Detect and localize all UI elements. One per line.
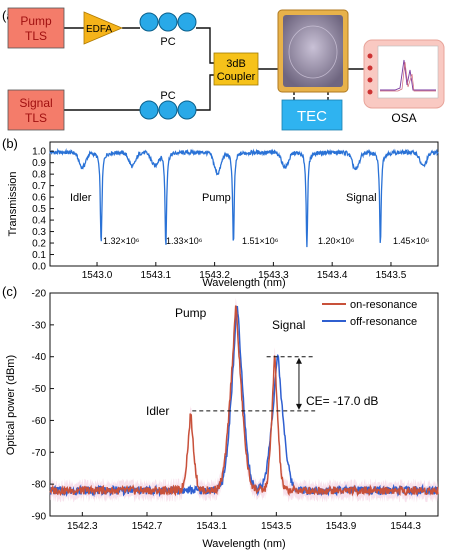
- c-xtick-label: 1542.7: [132, 521, 163, 532]
- tec-label: TEC: [297, 108, 327, 125]
- legend-on-resonance: on-resonance: [350, 299, 417, 311]
- polarization-controller-top: PC: [139, 12, 197, 48]
- b-ytick-label: 0.7: [32, 181, 46, 192]
- signal-tls-line2: TLS: [25, 111, 47, 125]
- signal-annotation-b: Signal: [346, 192, 377, 204]
- b-xtick-label: 1543.1: [141, 270, 172, 281]
- b-ytick-label: 0.3: [32, 227, 46, 238]
- b-ytick-label: 0.6: [32, 193, 46, 204]
- panel-c-frame: [49, 292, 439, 517]
- b-xtick-label: 1543.5: [376, 270, 407, 281]
- c-ytick-label: -60: [32, 416, 47, 427]
- panel-b-ylabel: Transmission: [7, 172, 19, 237]
- signal-annotation-c: Signal: [272, 318, 305, 332]
- c-ytick-label: -90: [32, 512, 47, 523]
- c-ytick-label: -40: [32, 352, 47, 363]
- coupler-box: 3dB Coupler: [213, 52, 259, 86]
- panel-c-y-axis: -90 -80 -70 -60 -50 -40 -30 -20: [32, 289, 54, 523]
- b-xtick-label: 1543.2: [199, 270, 230, 281]
- c-xtick-label: 1542.3: [67, 521, 98, 532]
- polarization-controller-bottom: PC: [139, 90, 197, 120]
- q-label-1: 1.32×10⁶: [103, 236, 140, 246]
- signal-tls-line1: Signal: [19, 96, 52, 110]
- panel-b-label: (b): [2, 136, 18, 151]
- b-ytick-label: 1.0: [32, 147, 46, 158]
- tec-box: TEC: [281, 99, 343, 131]
- transmission-trace: [49, 147, 439, 248]
- b-xtick-label: 1543.4: [317, 270, 348, 281]
- c-ytick-label: -80: [32, 480, 47, 491]
- panel-b-frame: [49, 141, 439, 267]
- panel-c-legend: on-resonance off-resonance: [322, 299, 417, 328]
- pc-top-label: PC: [160, 36, 175, 48]
- microresonator-chip: [277, 9, 349, 93]
- c-ytick-label: -20: [32, 289, 47, 300]
- edfa-label: EDFA: [86, 24, 112, 35]
- panel-c-xlabel: Wavelength (nm): [202, 538, 285, 550]
- legend-off-resonance: off-resonance: [350, 316, 417, 328]
- panel-b-xlabel: Wavelength (nm): [202, 277, 285, 289]
- b-ytick-label: 0.0: [32, 262, 46, 273]
- b-ytick-label: 0.1: [32, 250, 46, 261]
- pump-annotation-b: Pump: [202, 192, 231, 204]
- signal-tls-box: Signal TLS: [7, 89, 65, 131]
- panel-a-schematic: (a) Pump TLS EDFA P: [2, 7, 445, 131]
- panel-b-x-axis: 1543.0 1543.1 1543.2 1543.3 1543.4 1543.5: [82, 262, 407, 281]
- c-ytick-label: -30: [32, 320, 47, 331]
- edfa-amplifier: EDFA: [83, 11, 124, 45]
- ce-annotation: CE= -17.0 dB: [306, 394, 378, 408]
- off-resonance-trace: [49, 305, 439, 498]
- on-resonance-trace: [49, 305, 439, 498]
- c-xtick-label: 1543.9: [326, 521, 357, 532]
- panel-c-spectrum: (c) -90-80-70-60-50-40-30-20 1542.3 1542.…: [2, 284, 439, 550]
- c-xtick-label: 1543.1: [196, 521, 227, 532]
- q-label-5: 1.45×10⁶: [393, 236, 430, 246]
- pump-tls-line2: TLS: [25, 29, 47, 43]
- osa-label: OSA: [391, 111, 416, 125]
- c-ytick-label: -70: [32, 448, 47, 459]
- b-xtick-label: 1543.0: [82, 270, 113, 281]
- coupler-line2: Coupler: [217, 71, 256, 83]
- idler-annotation-b: Idler: [70, 192, 92, 204]
- panel-b-y-axis: 0.00.10.20.30.40.50.60.70.80.91.0: [32, 147, 54, 273]
- ce-markers: [192, 356, 316, 412]
- idler-annotation-c: Idler: [146, 404, 169, 418]
- b-ytick-label: 0.5: [32, 204, 46, 215]
- panel-c-x-axis: 1542.3 1542.7 1543.1 1543.5 1543.9 1544.3: [67, 512, 421, 532]
- b-ytick-label: 0.2: [32, 239, 46, 250]
- c-xtick-label: 1543.5: [261, 521, 292, 532]
- panel-b-transmission: (b) 0.00.10.20.30.40.50.60.70.80.91.0 15…: [2, 136, 439, 289]
- b-ytick-label: 0.4: [32, 216, 46, 227]
- q-label-4: 1.20×10⁶: [318, 236, 355, 246]
- panel-c-ylabel: Optical power (dBm): [5, 355, 17, 455]
- pc-bottom-label: PC: [160, 90, 175, 102]
- q-label-3: 1.51×10⁶: [242, 236, 279, 246]
- osa-instrument: OSA: [363, 39, 445, 125]
- pump-annotation-c: Pump: [175, 306, 207, 320]
- panel-c-label: (c): [2, 284, 17, 299]
- c-ytick-label: -50: [32, 384, 47, 395]
- pump-tls-box: Pump TLS: [7, 7, 65, 49]
- b-xtick-label: 1543.3: [258, 270, 289, 281]
- pump-tls-line1: Pump: [20, 14, 52, 28]
- q-label-2: 1.33×10⁶: [166, 236, 203, 246]
- b-ytick-label: 0.9: [32, 158, 46, 169]
- coupler-line1: 3dB: [226, 58, 246, 70]
- c-xtick-label: 1544.3: [390, 521, 421, 532]
- b-ytick-label: 0.8: [32, 170, 46, 181]
